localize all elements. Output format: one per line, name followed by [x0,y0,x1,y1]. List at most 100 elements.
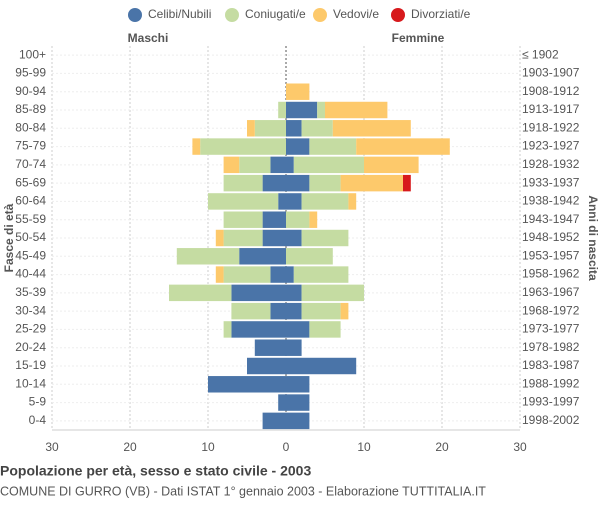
y-tick-label: 70-74 [15,157,46,171]
bar-female [286,156,294,174]
x-tick-label: 30 [513,440,527,454]
bar-male [270,156,286,174]
bar-female [301,120,333,137]
bar-female [286,284,302,302]
y2-tick-label: ≤ 1902 [522,47,559,61]
bar-male [239,156,271,174]
bar-female [301,193,349,210]
bar-male [254,120,286,137]
bar-female [286,302,302,320]
bar-female [286,266,294,283]
y-tick-label: 45-49 [15,248,46,262]
bar-female [364,156,419,174]
y2-tick-label: 1973-1977 [522,322,580,336]
bar-female [309,174,341,192]
bar-female [293,156,364,174]
y2-tick-label: 1978-1982 [522,340,580,354]
y-tick-label: 85-89 [15,102,46,116]
y2-tick-label: 1953-1957 [522,248,580,262]
y-tick-label: 10-14 [15,376,46,390]
legend-label: Coniugati/e [245,7,306,21]
bar-female [286,120,302,137]
bar-male [231,284,286,302]
y-tick-label: 55-59 [15,212,46,226]
bar-male [223,174,263,192]
bar-male [278,394,286,411]
bar-female [309,321,341,338]
x-tick-label: 30 [45,440,59,454]
bar-female [293,266,349,283]
bar-female [301,284,364,302]
y2-tick-label: 1943-1947 [522,212,580,226]
legend-marker [391,8,405,22]
y-tick-label: 80-84 [15,120,46,134]
left-label: Maschi [128,31,169,45]
x-tick-label: 10 [201,440,215,454]
legend-label: Vedovi/e [333,7,379,21]
y2-tick-label: 1988-1992 [522,376,580,390]
y2-tick-label: 1998-2002 [522,413,580,427]
bar-female [286,412,310,430]
bar-male [215,266,224,283]
bar-female [301,302,341,320]
bar-female [286,321,310,338]
bar-female [325,101,388,119]
x-tick-label: 20 [123,440,137,454]
y2-axis-title: Anni di nascita [586,195,600,281]
bar-male [262,229,286,247]
x-tick-label: 10 [357,440,371,454]
y-tick-label: 75-79 [15,139,46,153]
bar-male [231,302,271,320]
bar-male [262,211,286,228]
y2-tick-label: 1938-1942 [522,194,580,208]
bar-male [223,156,240,174]
y2-tick-label: 1993-1997 [522,395,580,409]
bar-female [286,211,310,228]
bar-female [286,376,310,393]
y-tick-label: 95-99 [15,66,46,80]
y-axis-title: Fasce di età [2,203,16,272]
bar-female [286,101,318,119]
bar-male [278,193,286,210]
y-tick-label: 5-9 [29,395,47,409]
bar-male [278,101,286,119]
y2-tick-label: 1963-1967 [522,285,580,299]
y2-tick-label: 1913-1917 [522,102,580,116]
bar-female [286,174,310,192]
legend-label: Celibi/Nubili [148,7,211,21]
bar-female [340,302,349,320]
y2-tick-label: 1983-1987 [522,358,580,372]
bar-male [192,138,201,155]
bar-male [254,339,286,356]
bar-female [309,211,318,228]
bar-male [247,357,286,375]
legend-marker [128,8,142,22]
y-tick-label: 40-44 [15,267,46,281]
bar-female [286,83,310,100]
bar-male [223,321,232,338]
y-tick-label: 65-69 [15,175,46,189]
y2-tick-label: 1928-1932 [522,157,580,171]
bar-male [247,120,255,137]
y-tick-label: 30-34 [15,303,46,317]
bar-male [270,266,286,283]
bar-male [239,248,286,265]
bar-female [317,101,325,119]
bar-male [176,248,240,265]
bar-female [286,394,310,411]
chart-title: Popolazione per età, sesso e stato civil… [0,463,311,479]
legend-marker [313,8,327,22]
bar-female [286,248,333,265]
bar-male [223,229,263,247]
bar-female [403,174,411,192]
bar-male [169,284,232,302]
y2-tick-label: 1968-1972 [522,303,580,317]
y2-tick-label: 1933-1937 [522,175,580,189]
y2-tick-label: 1903-1907 [522,66,580,80]
y-tick-label: 15-19 [15,358,46,372]
legend-marker [225,8,239,22]
bar-male [200,138,286,155]
y2-tick-label: 1958-1962 [522,267,580,281]
y-tick-label: 90-94 [15,84,46,98]
y2-tick-label: 1918-1922 [522,120,580,134]
